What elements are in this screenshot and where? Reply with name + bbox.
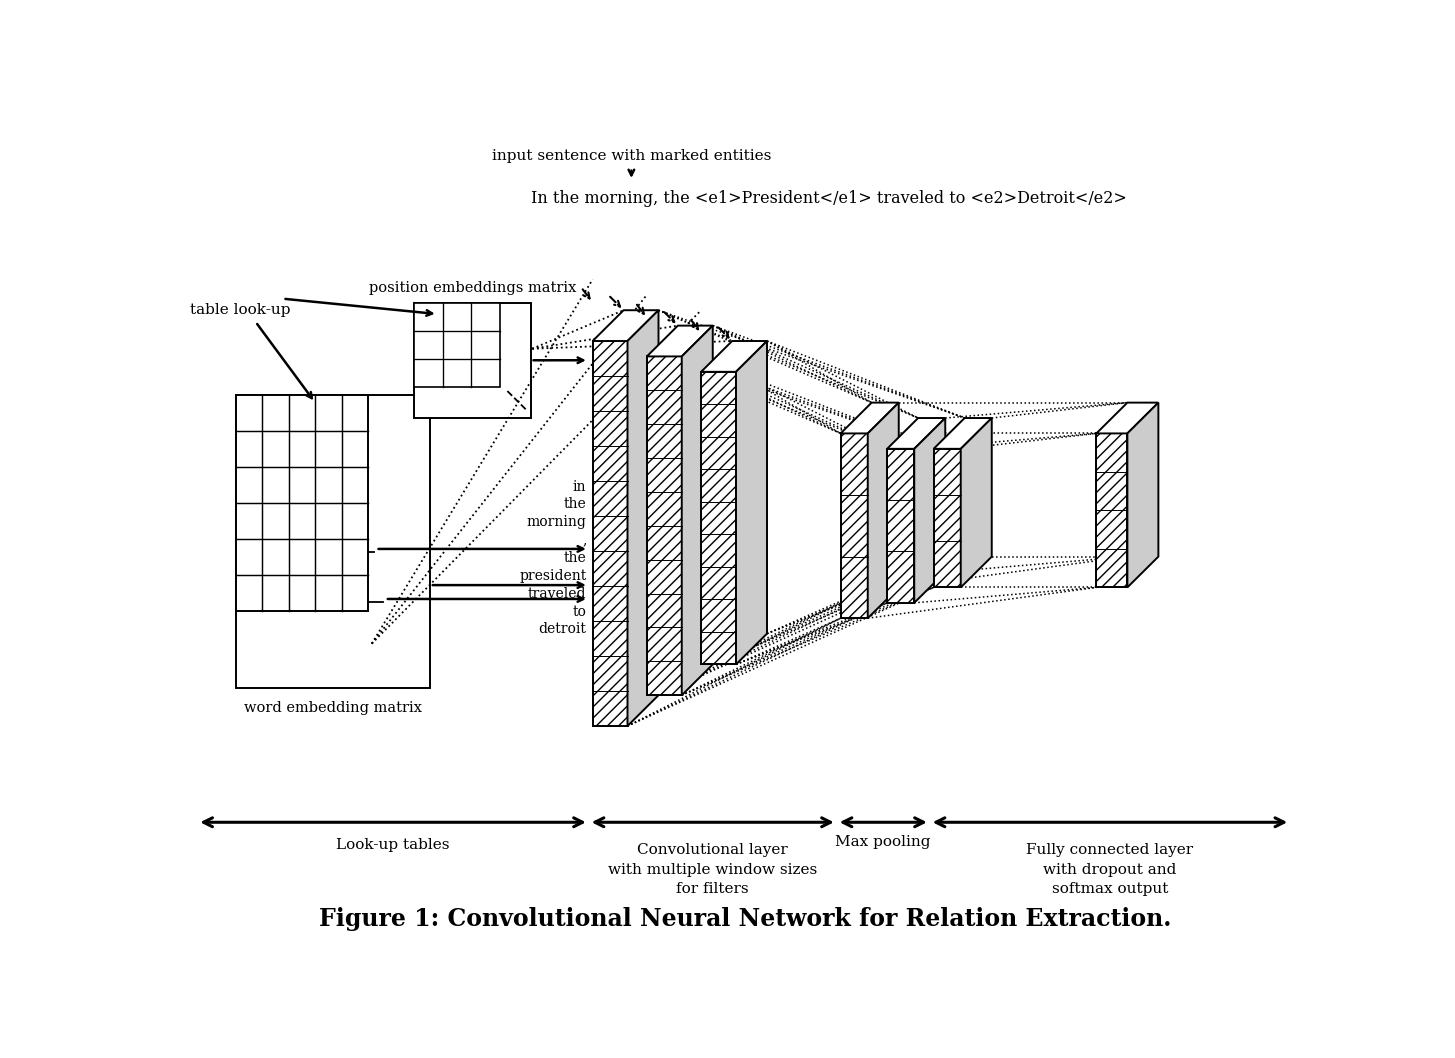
Polygon shape xyxy=(888,449,914,603)
Text: Convolutional layer
with multiple window sizes
for filters: Convolutional layer with multiple window… xyxy=(608,843,818,896)
Polygon shape xyxy=(934,449,960,587)
Polygon shape xyxy=(888,418,946,449)
Text: Fully connected layer
with dropout and
softmax output: Fully connected layer with dropout and s… xyxy=(1026,843,1193,896)
Text: Figure 1: Convolutional Neural Network for Relation Extraction.: Figure 1: Convolutional Neural Network f… xyxy=(319,907,1171,931)
Polygon shape xyxy=(1128,403,1158,587)
Polygon shape xyxy=(914,418,946,603)
Polygon shape xyxy=(1097,403,1158,434)
Bar xyxy=(415,303,499,387)
Polygon shape xyxy=(647,357,682,695)
Text: Max pooling: Max pooling xyxy=(835,836,931,850)
Polygon shape xyxy=(934,418,992,449)
Polygon shape xyxy=(647,326,713,357)
Polygon shape xyxy=(960,418,992,587)
Polygon shape xyxy=(592,310,659,341)
Polygon shape xyxy=(841,434,867,618)
Polygon shape xyxy=(701,371,736,664)
Polygon shape xyxy=(1097,434,1128,587)
Polygon shape xyxy=(701,341,767,371)
Text: position embeddings matrix: position embeddings matrix xyxy=(368,280,576,295)
Bar xyxy=(236,395,429,688)
Text: input sentence with marked entities: input sentence with marked entities xyxy=(492,149,771,163)
Text: word embedding matrix: word embedding matrix xyxy=(244,701,422,715)
Text: In the morning, the <e1>President</e1> traveled to <e2>Detroit</e2>: In the morning, the <e1>President</e1> t… xyxy=(531,190,1126,207)
Bar xyxy=(415,303,531,418)
Text: table look-up: table look-up xyxy=(189,304,290,317)
Polygon shape xyxy=(867,403,899,618)
Text: Look-up tables: Look-up tables xyxy=(336,838,450,852)
Polygon shape xyxy=(627,310,659,726)
Polygon shape xyxy=(736,341,767,664)
Polygon shape xyxy=(841,403,899,434)
Polygon shape xyxy=(592,341,627,726)
Text: entity 1: entity 1 xyxy=(298,536,355,550)
Text: entity 2: entity 2 xyxy=(298,586,355,601)
Polygon shape xyxy=(682,326,713,695)
Text: in
the
morning
,
the
president
traveled
to
detroit: in the morning , the president traveled … xyxy=(519,479,586,637)
Bar xyxy=(236,395,368,610)
